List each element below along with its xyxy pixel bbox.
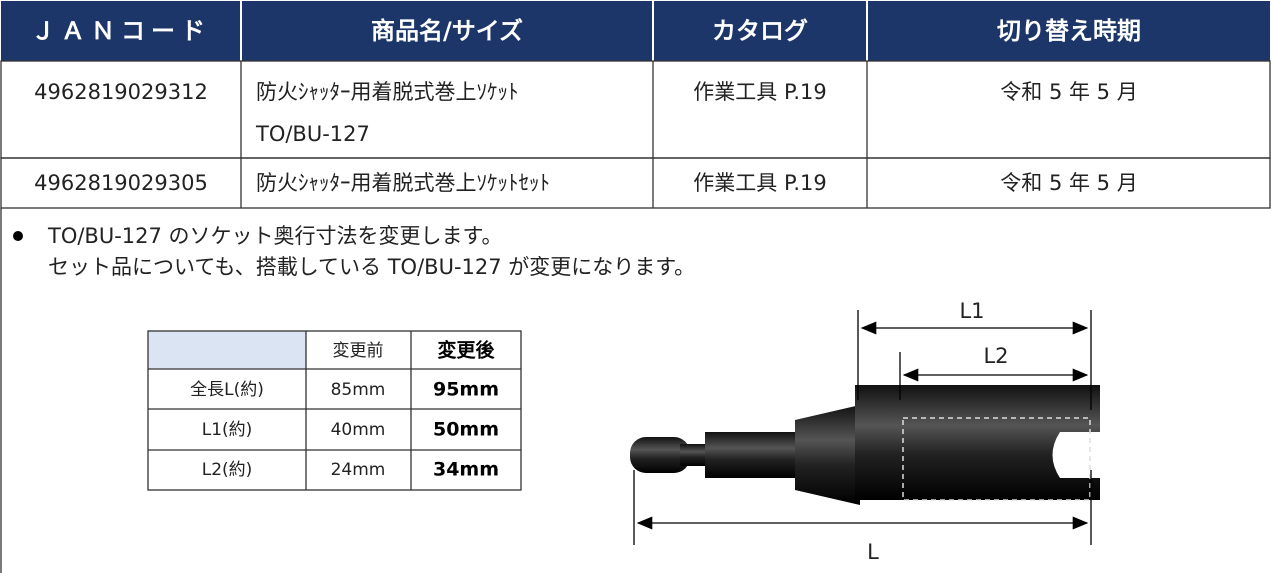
spec-cell: 50mm: [433, 419, 499, 441]
header-row: [1, 1, 1270, 61]
cell: 4962819029305: [34, 171, 208, 195]
note: TO/BU-127 のソケット奥行寸法を変更します。: [47, 224, 502, 248]
spec-cell: 24mm: [331, 460, 386, 480]
spec-cell: 40mm: [331, 420, 386, 440]
spec-cell: 全長L(約): [190, 380, 264, 400]
note: セット品についても、搭載している TO/BU-127 が変更になります。: [48, 255, 695, 279]
spec-cell: 34mm: [433, 459, 499, 481]
cell: 令和 5 年 5 月: [1000, 171, 1137, 195]
spec-header: 変更前: [333, 341, 384, 361]
dimension-label: L1: [959, 299, 984, 323]
cell: 作業工具 P.19: [693, 80, 826, 104]
cell: 4962819029312: [34, 80, 208, 104]
cell: 防火ｼｬｯﾀｰ用着脱式巻上ｿｹｯﾄ: [256, 80, 519, 104]
dimension-label: L: [867, 540, 879, 564]
cell: TO/BU-127: [255, 122, 370, 146]
header-cell: 切り替え時期: [997, 17, 1141, 45]
spec-cell: 95mm: [433, 379, 499, 401]
spec-cell: L2(約): [202, 460, 253, 480]
header-cell: カタログ: [712, 17, 808, 45]
cell: 防火ｼｬｯﾀｰ用着脱式巻上ｿｹｯﾄｾｯﾄ: [256, 171, 550, 195]
socket-image: [630, 385, 1100, 505]
dimension-lines: [633, 310, 1092, 545]
spec-cell: 85mm: [331, 380, 386, 400]
spec-cell: L1(約): [202, 420, 253, 440]
cell: 令和 5 年 5 月: [1000, 80, 1137, 104]
header-cell: 商品名/サイズ: [371, 17, 523, 45]
bullet: [13, 231, 23, 241]
header-cell: ＪＡＮコード: [31, 17, 211, 45]
spec-header: 変更後: [437, 339, 495, 362]
dimension-label: L2: [983, 344, 1008, 368]
cell: 作業工具 P.19: [693, 171, 826, 195]
